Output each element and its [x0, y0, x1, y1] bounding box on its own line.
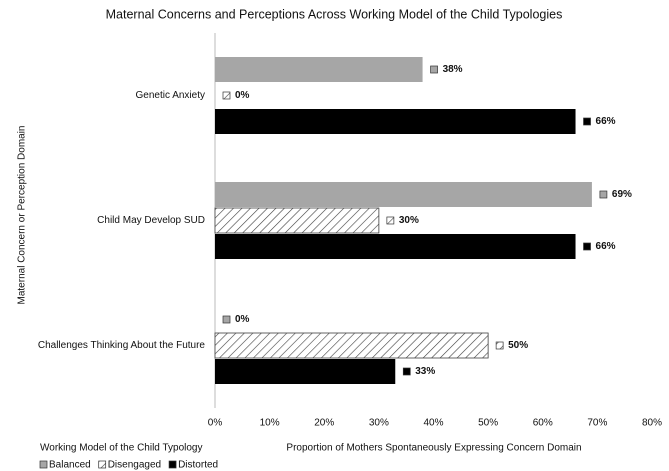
legend-label: Balanced	[49, 460, 91, 471]
label-key	[599, 190, 608, 199]
y-tick-label: Challenges Thinking About the Future	[38, 340, 206, 351]
label-key	[583, 242, 591, 251]
data-label: 30%	[399, 215, 419, 226]
bar	[215, 234, 576, 259]
label-key	[430, 65, 438, 74]
bar	[215, 359, 396, 384]
label-key	[495, 341, 504, 350]
legend-label: Disengaged	[108, 460, 161, 471]
y-axis-title: Maternal Concern or Perception Domain	[17, 126, 28, 305]
bar	[214, 332, 489, 359]
data-label: 0%	[235, 314, 250, 325]
legend-key	[39, 460, 48, 469]
chart-title: Maternal Concerns and Perceptions Across…	[106, 7, 563, 21]
data-label: 69%	[612, 189, 632, 200]
x-axis-title: Proportion of Mothers Spontaneously Expr…	[286, 443, 581, 454]
bar	[215, 109, 576, 134]
legend-label: Distorted	[178, 460, 218, 471]
legend-title: Working Model of the Child Typology	[40, 443, 203, 454]
y-tick-label: Child May Develop SUD	[97, 215, 205, 226]
data-label: 50%	[508, 340, 528, 351]
legend-key	[168, 460, 177, 469]
data-label: 0%	[235, 90, 250, 101]
legend-key	[98, 460, 107, 469]
bar	[215, 182, 592, 207]
x-tick-label: 80%	[642, 418, 662, 429]
x-tick-label: 60%	[533, 418, 553, 429]
bar	[215, 57, 423, 82]
x-tick-label: 10%	[260, 418, 280, 429]
label-key	[222, 91, 231, 100]
data-label: 66%	[596, 241, 616, 252]
x-tick-label: 40%	[423, 418, 443, 429]
y-tick-label: Genetic Anxiety	[136, 90, 205, 101]
label-key	[583, 117, 591, 126]
label-key	[402, 367, 411, 376]
x-tick-label: 0%	[208, 418, 223, 429]
x-tick-label: 20%	[314, 418, 334, 429]
x-tick-label: 30%	[369, 418, 389, 429]
bar	[214, 207, 380, 234]
label-key	[386, 216, 395, 225]
x-tick-label: 50%	[478, 418, 498, 429]
label-key	[222, 315, 231, 324]
x-tick-label: 70%	[587, 418, 607, 429]
data-label: 66%	[596, 116, 616, 127]
data-label: 38%	[443, 64, 463, 75]
data-label: 33%	[415, 366, 435, 377]
